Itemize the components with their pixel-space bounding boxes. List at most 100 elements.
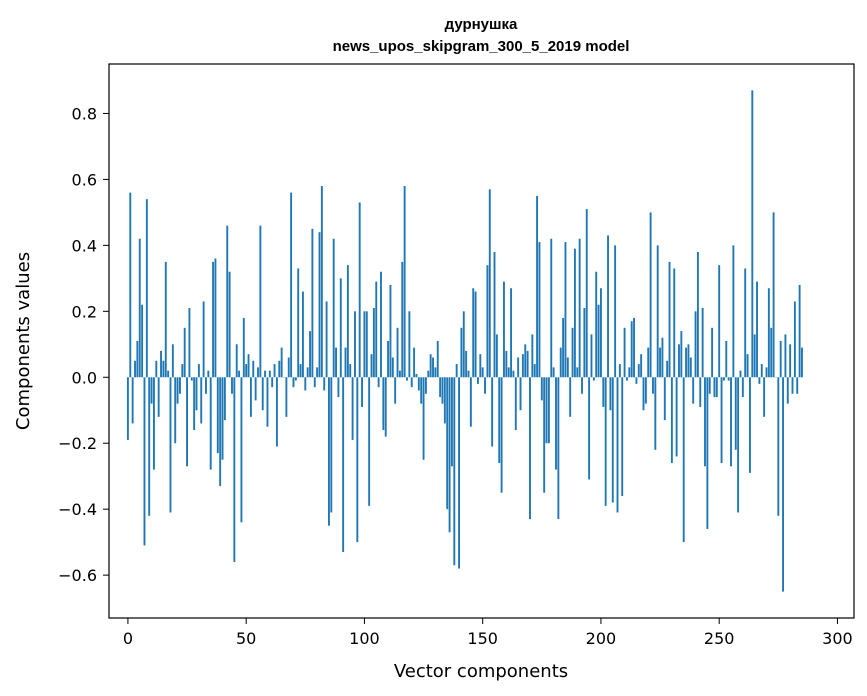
bar-283 [796,377,799,394]
bar-247 [711,327,714,378]
bar-201 [602,377,605,407]
bar-12 [155,360,158,378]
bar-246 [708,377,711,394]
y-tick-label: −0.4 [58,500,97,519]
bar-270 [765,367,768,378]
bar-269 [763,377,766,417]
bar-243 [701,308,704,378]
y-tick-label: 0.2 [72,302,97,321]
bar-179 [550,238,553,378]
bar-30 [197,364,200,378]
bar-94 [349,364,352,378]
bar-101 [365,311,368,378]
bar-97 [356,377,359,543]
bar-166 [519,377,522,411]
bar-25 [186,377,188,467]
bar-164 [514,377,517,431]
bar-93 [346,265,349,378]
bar-122 [415,373,418,378]
bar-9 [148,377,151,516]
bar-11 [152,377,155,470]
bar-10 [150,377,153,404]
bar-81 [318,232,321,378]
bar-185 [564,242,567,378]
bar-268 [760,364,763,378]
bar-149 [479,354,482,378]
bar-260 [741,377,744,398]
bar-27 [190,377,193,381]
bar-235 [682,377,685,543]
bar-157 [498,377,501,464]
bar-277 [782,377,784,592]
bar-256 [732,245,735,378]
bar-85 [328,377,330,526]
bar-114 [396,327,399,378]
bar-39 [219,377,222,487]
bar-110 [387,341,390,378]
bar-56 [259,225,262,378]
bar-200 [599,288,602,378]
bar-285 [801,347,803,378]
bar-187 [569,377,572,417]
bar-180 [552,367,555,378]
bar-57 [261,377,264,411]
bar-183 [559,347,562,378]
bar-24 [183,327,186,378]
bar-68 [287,357,290,378]
bar-55 [257,367,259,378]
bar-80 [316,367,319,378]
bar-1 [129,192,132,378]
bar-123 [417,377,420,391]
bar-266 [756,281,758,378]
bar-233 [678,344,680,378]
bar-158 [500,377,503,493]
bar-171 [531,334,534,378]
bar-50 [245,364,248,378]
bar-131 [436,341,439,378]
bar-210 [623,327,626,378]
bar-261 [744,268,747,378]
x-tick-label: 250 [704,629,735,648]
bar-134 [443,377,446,424]
bar-15 [162,360,165,378]
y-tick-label: 0.6 [72,170,97,189]
bar-67 [285,377,288,417]
bar-170 [529,377,531,520]
x-tick-label: 300 [822,629,853,648]
bar-143 [465,350,468,378]
bar-231 [673,268,676,378]
bar-38 [216,377,219,454]
bar-276 [779,341,782,378]
bar-105 [375,281,378,378]
bar-125 [422,377,425,460]
bar-144 [467,370,470,378]
bar-251 [720,377,723,464]
bar-87 [332,238,335,378]
bar-102 [368,377,371,506]
bar-52 [249,377,252,417]
bar-100 [363,311,366,378]
bar-98 [358,202,361,378]
bar-139 [455,364,458,378]
bar-31 [200,377,203,424]
bar-275 [777,377,780,516]
bar-20 [174,377,177,444]
bar-127 [427,370,430,378]
bar-79 [313,377,316,388]
bar-0 [126,377,129,440]
bar-229 [668,261,671,378]
bar-191 [578,238,581,378]
bar-252 [722,377,725,381]
bar-175 [540,377,543,401]
bar-126 [424,377,427,394]
bar-2 [131,377,134,424]
bar-189 [573,248,576,378]
bar-36 [212,261,215,378]
bar-47 [238,370,241,378]
y-axis-ticks: −0.6 −0.4 −0.2 0.0 0.2 0.4 0.6 0.8 [58,104,109,585]
bar-19 [171,344,174,378]
bar-41 [223,377,226,421]
bar-190 [576,367,579,378]
bar-182 [557,377,560,520]
